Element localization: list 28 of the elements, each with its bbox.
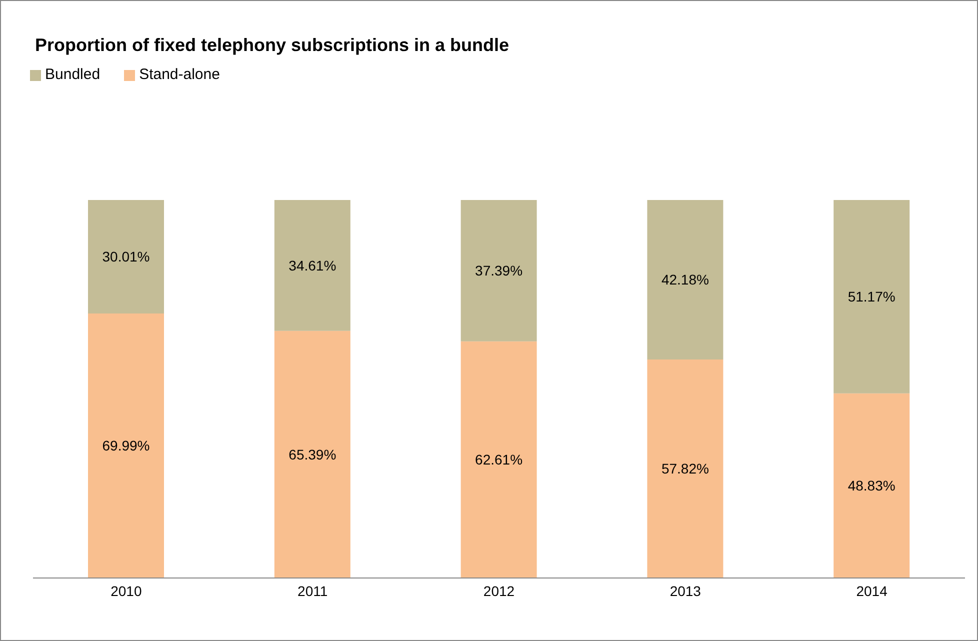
- data-label: 65.39%: [288, 446, 336, 462]
- data-label: 62.61%: [475, 452, 523, 468]
- chart-title: Proportion of fixed telephony subscriptions in a bundle: [35, 35, 510, 56]
- bar: [834, 200, 910, 394]
- data-label: 42.18%: [661, 272, 709, 288]
- data-label: 34.61%: [288, 257, 336, 274]
- data-label: 37.39%: [475, 262, 523, 279]
- legend-label: Bundled: [45, 66, 100, 83]
- bar: [647, 359, 724, 578]
- bar: [460, 200, 537, 342]
- data-label: 57.82%: [661, 460, 709, 477]
- bar: [834, 393, 910, 578]
- bar: [88, 313, 164, 578]
- x-tick-label: 2011: [298, 582, 328, 599]
- data-label: 30.01%: [102, 248, 150, 265]
- x-tick-label: 2010: [110, 582, 142, 599]
- x-tick-label: 2013: [670, 582, 702, 599]
- x-tick-label: 2014: [856, 582, 888, 599]
- legend-label: Stand-alone: [139, 66, 220, 83]
- bar: [88, 200, 164, 314]
- bar: [460, 341, 537, 578]
- x-tick-label: 2012: [483, 582, 515, 599]
- data-label: 48.83%: [848, 478, 896, 494]
- bar: [274, 330, 350, 578]
- bar: [647, 200, 724, 360]
- bar: [274, 200, 350, 331]
- data-label: 51.17%: [848, 288, 896, 305]
- data-label: 69.99%: [102, 438, 150, 454]
